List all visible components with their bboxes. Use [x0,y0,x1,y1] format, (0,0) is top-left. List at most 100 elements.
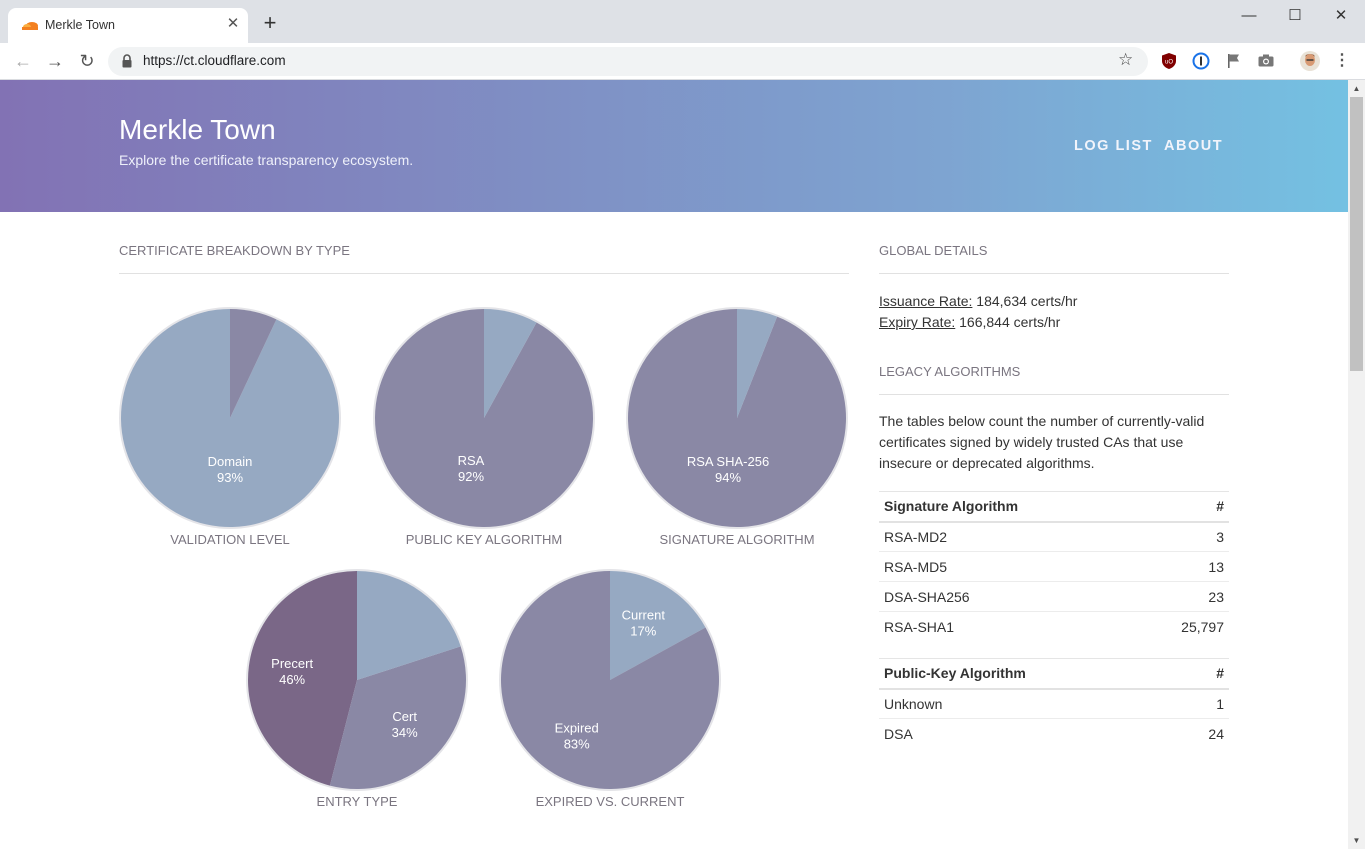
url-text: https://ct.cloudflare.com [143,53,286,68]
nav-about[interactable]: ABOUT [1164,138,1224,154]
slice-percent: 46% [279,672,305,687]
issuance-rate: Issuance Rate: 184,634 certs/hr [879,293,1077,309]
scroll-up-icon[interactable]: ▲ [1352,84,1361,93]
table-cell: 23 [1135,581,1229,612]
bookmark-star-icon[interactable]: ☆ [1118,50,1134,69]
page-scrollbar[interactable]: ▲ ▼ [1348,80,1365,849]
tab-title: Merkle Town [45,18,115,32]
table-row: Unknown 1 [879,688,1229,719]
global-details-heading: GLOBAL DETAILS [879,243,988,258]
pie-caption: VALIDATION LEVEL [170,532,289,547]
close-window-icon[interactable]: ✕ [1334,7,1348,24]
expiry-rate-value: 166,844 certs/hr [955,314,1061,330]
close-tab-icon[interactable]: ✕ [226,15,240,32]
pie-slice [329,646,467,789]
table-row: DSA 24 [879,719,1229,749]
slice-label: RSA [458,453,485,468]
slice-percent: 17% [630,624,656,639]
table-cell: 25,797 [1181,618,1224,635]
table-cell: RSA-SHA1 [884,618,955,635]
site-title[interactable]: Merkle Town [119,114,276,145]
maximize-icon[interactable]: ☐ [1288,7,1302,24]
pie-slice [610,571,706,680]
camera-icon[interactable] [1257,52,1275,70]
table-row: RSA-MD5 13 [879,551,1229,582]
legacy-algorithms-heading: LEGACY ALGORITHMS [879,364,1021,379]
forward-icon[interactable]: → [46,51,64,71]
column-header: Signature Algorithm [879,491,1136,523]
pie-slice [230,309,277,418]
column-header: # [1178,658,1229,690]
pie-slice [357,571,461,680]
pie-slice [484,309,537,418]
slice-percent: 92% [458,469,484,484]
divider [879,394,1229,395]
table-header-row: Signature Algorithm # [879,491,1229,523]
column-header: Public-Key Algorithm [879,658,1179,690]
issuance-rate-label[interactable]: Issuance Rate: [879,293,973,309]
divider [879,273,1229,274]
pie-caption: PUBLIC KEY ALGORITHM [406,532,563,547]
pie-slice [500,571,720,789]
table-row: DSA-SHA256 23 [879,581,1229,612]
nav-log-list[interactable]: LOG LIST [1074,138,1153,154]
pie-slice [248,571,357,786]
ublock-icon[interactable]: uO [1160,52,1178,70]
minimize-icon[interactable]: — [1241,7,1257,24]
site-subtitle: Explore the certificate transparency eco… [119,152,414,168]
slice-label: Precert [271,656,313,671]
column-header: # [1135,491,1229,523]
flag-icon[interactable] [1225,52,1243,70]
scroll-thumb[interactable] [1350,97,1363,371]
slice-label: Domain [208,454,253,469]
pie-caption: ENTRY TYPE [317,794,398,809]
table-header-row: Public-Key Algorithm # [879,658,1229,690]
table-row: RSA-SHA1 25,797 [879,612,1229,642]
table-cell: RSA-MD5 [879,551,1136,582]
browser-tab[interactable]: Merkle Town ✕ [8,8,248,43]
divider [119,273,849,274]
browser-toolbar: ← → ↻ https://ct.cloudflare.com ☆ uO ⋮ [0,43,1365,80]
breakdown-heading: CERTIFICATE BREAKDOWN BY TYPE [119,243,350,258]
slice-percent: 83% [564,736,590,751]
legacy-description: The tables below count the number of cur… [879,413,1205,471]
expiry-rate: Expiry Rate: 166,844 certs/hr [879,314,1060,330]
table-cell: 3 [1135,521,1229,552]
slice-percent: 93% [217,470,243,485]
pie-caption: SIGNATURE ALGORITHM [659,532,814,547]
table-cell: DSA-SHA256 [879,581,1136,612]
issuance-rate-value: 184,634 certs/hr [972,293,1078,309]
pie-slice [627,309,846,527]
slice-label: RSA SHA-256 [687,454,769,469]
table-row: RSA-MD2 3 [879,521,1229,552]
site-header: Merkle Town Explore the certificate tran… [0,80,1348,212]
menu-icon[interactable]: ⋮ [1334,52,1350,69]
slice-percent: 94% [715,470,741,485]
pie-slice [737,309,778,418]
expiry-rate-label[interactable]: Expiry Rate: [879,314,956,330]
scroll-down-icon[interactable]: ▼ [1352,836,1361,845]
table-cell: RSA-MD2 [879,521,1136,552]
new-tab-button[interactable]: + [263,10,277,35]
pie-caption: EXPIRED VS. CURRENT [536,794,685,809]
table-cell: 1 [1178,688,1229,719]
svg-text:uO: uO [1165,60,1173,66]
back-icon[interactable]: ← [14,51,32,71]
slice-label: Expired [555,720,599,735]
page-content: Merkle Town Explore the certificate tran… [0,80,1348,849]
signature-algorithm-table: Signature Algorithm # RSA-MD2 3 RSA-MD5 13… [879,491,1229,642]
table-cell: DSA [884,725,913,742]
slice-label: Cert [392,709,417,724]
lock-icon [122,54,132,68]
avatar[interactable] [1300,51,1320,71]
table-cell: 13 [1135,551,1229,582]
reload-icon[interactable]: ↻ [79,51,95,71]
table-cell: Unknown [879,688,1179,719]
public-key-algorithm-table: Public-Key Algorithm # Unknown 1 DSA 24 [879,658,1229,749]
slice-label: Current [622,608,666,623]
password-manager-icon[interactable] [1192,52,1210,70]
address-bar[interactable]: https://ct.cloudflare.com ☆ [108,47,1148,76]
slice-percent: 34% [392,725,418,740]
table-cell: 24 [1208,725,1224,742]
